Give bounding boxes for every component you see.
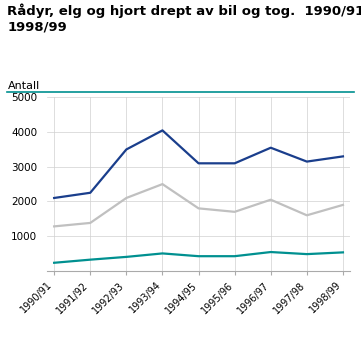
- Text: Rådyr, elg og hjort drept av bil og tog.  1990/91-
1998/99: Rådyr, elg og hjort drept av bil og tog.…: [7, 4, 361, 33]
- Text: Antall: Antall: [8, 81, 40, 91]
